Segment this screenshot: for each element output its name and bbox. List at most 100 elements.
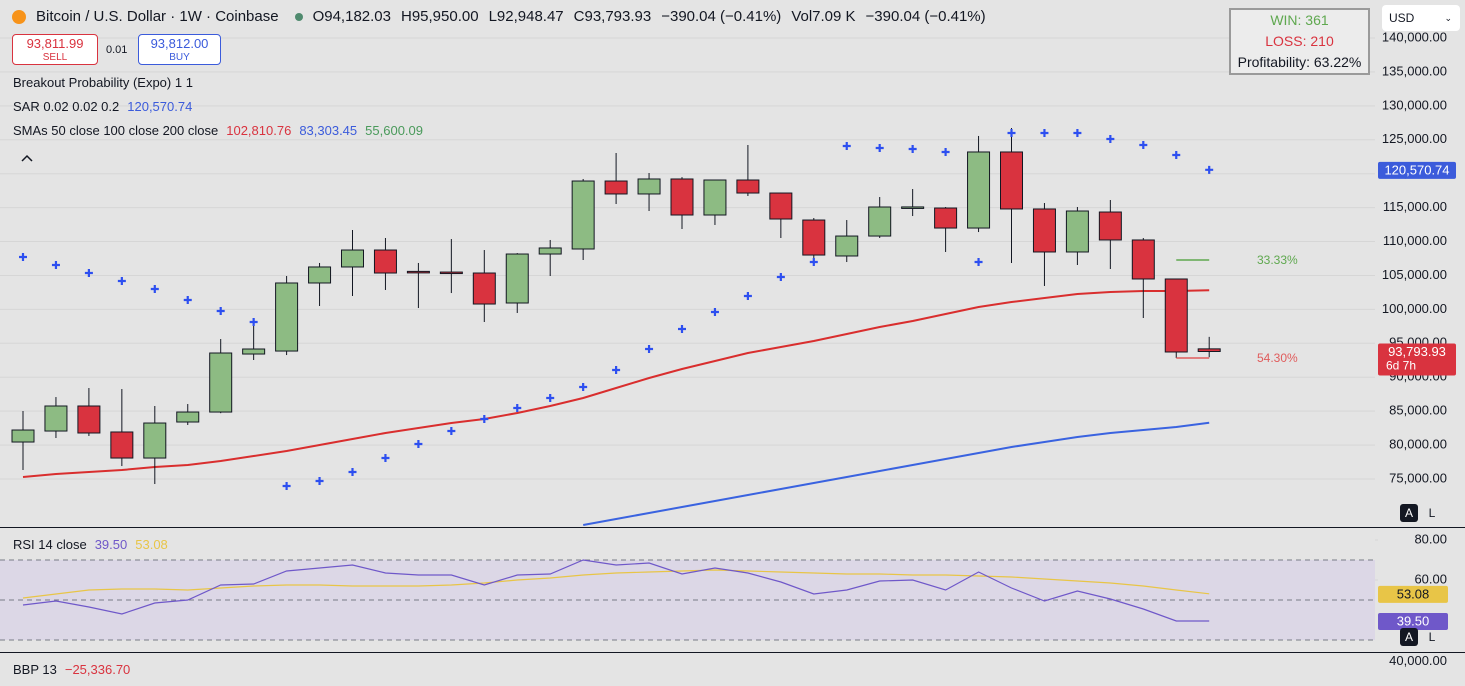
sar-point xyxy=(84,269,93,278)
status-dot xyxy=(294,12,303,21)
candle-body xyxy=(1065,210,1089,253)
sar-point xyxy=(315,477,324,486)
change: −390.04 (−0.41%) xyxy=(661,8,782,25)
sar-point xyxy=(1106,135,1115,144)
candle-body xyxy=(1098,211,1122,241)
ohlc-key: H xyxy=(400,8,412,25)
candle-body xyxy=(1000,151,1023,210)
candle-body xyxy=(242,348,266,355)
candle-body xyxy=(1197,348,1221,352)
currency-select[interactable]: USD ⌄ xyxy=(1382,5,1460,31)
stats-box: WIN: 361 LOSS: 210 Profitability: 63.22% xyxy=(1229,8,1370,75)
y-tick-label: 115,000.00 xyxy=(1383,199,1447,214)
sar-point xyxy=(1040,128,1049,137)
candle-body xyxy=(538,247,562,255)
ohlc: L92,948.47 xyxy=(489,8,564,25)
indicator-row: Breakout Probability (Expo) 1 1 xyxy=(13,75,193,90)
candle-body xyxy=(439,271,463,275)
buy-button[interactable]: 93,812.00 BUY xyxy=(138,34,221,65)
rsi-ma-value: 53.08 xyxy=(135,537,168,552)
auto-scale-button[interactable]: A xyxy=(1400,504,1418,522)
candle-body xyxy=(934,207,958,229)
sar-point xyxy=(1205,165,1214,174)
sar-point xyxy=(1007,128,1016,137)
ohlc-value: 92,948.47 xyxy=(496,8,564,25)
candle-body xyxy=(176,411,200,423)
profitability: Profitability: 63.22% xyxy=(1237,54,1362,70)
value-tag xyxy=(1378,585,1448,603)
sar-point xyxy=(183,296,192,305)
y-tick-label: 140,000.00 xyxy=(1382,29,1447,44)
candle-body xyxy=(1131,239,1155,280)
spread: 0.01 xyxy=(106,44,128,56)
candle-body xyxy=(1164,278,1188,353)
ohlc-value: 94,182.03 xyxy=(324,8,391,25)
y-tick-label: 110,000.00 xyxy=(1383,233,1447,248)
collapse-icon[interactable] xyxy=(21,154,33,162)
candle-body xyxy=(1032,208,1056,253)
value-tag-label: 53.08 xyxy=(1397,586,1430,601)
sar-point xyxy=(809,258,818,267)
volume: Vol7.09 K xyxy=(791,8,855,25)
y-tick-label: 80.00 xyxy=(1414,531,1447,546)
y-tick-label: 75,000.00 xyxy=(1389,470,1447,485)
value-tag xyxy=(1378,613,1448,630)
y-tick-label: 130,000.00 xyxy=(1382,97,1447,112)
candle-body xyxy=(77,405,101,434)
y-tick-label: 105,000.00 xyxy=(1382,267,1447,282)
sar-point xyxy=(1139,140,1148,149)
sar-point xyxy=(579,382,588,391)
candle-body xyxy=(406,270,430,274)
candle-body xyxy=(143,422,167,459)
indicator-name: SAR 0.02 0.02 0.2 xyxy=(13,99,120,114)
ohlc-key: L xyxy=(488,8,497,25)
log-scale-button[interactable]: L xyxy=(1428,630,1436,644)
sar-point xyxy=(546,393,555,402)
ohlc-value: 95,950.00 xyxy=(411,8,479,25)
sar-point xyxy=(645,345,654,354)
sar-point xyxy=(612,366,621,375)
value-tag-label: 39.50 xyxy=(1397,613,1430,628)
sar-point xyxy=(117,277,126,286)
vol-value: 7.09 K xyxy=(812,8,856,25)
candle-body xyxy=(341,249,364,268)
rsi-name: RSI 14 close xyxy=(13,537,87,552)
indicator-row: SMAs 50 close 100 close 200 close 102,810… xyxy=(13,123,423,138)
candle-body xyxy=(472,272,496,305)
sar-point xyxy=(678,324,686,333)
candle-body xyxy=(901,206,925,209)
sar-point xyxy=(19,253,27,262)
candle-body xyxy=(44,405,68,432)
sma-line xyxy=(583,421,1210,526)
candle-body xyxy=(604,180,628,195)
price-tag-label: 120,570.74 xyxy=(1384,162,1449,177)
candle-body xyxy=(110,431,134,459)
bbp-value: −25,336.70 xyxy=(64,662,131,677)
sell-price: 93,811.99 xyxy=(26,36,84,51)
y-tick-label: 80,000.00 xyxy=(1389,437,1447,452)
sar-point xyxy=(776,273,785,282)
sar-point xyxy=(974,258,983,267)
sell-label: SELL xyxy=(42,52,68,63)
sar-point xyxy=(480,415,489,424)
log-scale-button[interactable]: L xyxy=(1428,506,1436,520)
candle-body xyxy=(637,178,661,195)
loss: LOSS: 210 xyxy=(1265,33,1334,49)
candle-body xyxy=(802,219,826,256)
sar-point xyxy=(447,427,456,436)
sar-point xyxy=(513,404,522,413)
candle-body xyxy=(275,282,299,352)
indicator-value: 102,810.76 xyxy=(226,123,292,138)
sar-point xyxy=(216,307,225,316)
sar-point xyxy=(710,308,719,317)
vol-key: Vol xyxy=(791,8,813,25)
auto-scale-button[interactable]: A xyxy=(1400,628,1418,646)
sar-point xyxy=(414,439,423,448)
price-tag xyxy=(1378,343,1456,376)
candle-body xyxy=(736,179,760,194)
currency: USD xyxy=(1389,11,1415,25)
sar-point xyxy=(348,468,357,477)
sell-button[interactable]: 93,811.99 SELL xyxy=(12,34,98,65)
